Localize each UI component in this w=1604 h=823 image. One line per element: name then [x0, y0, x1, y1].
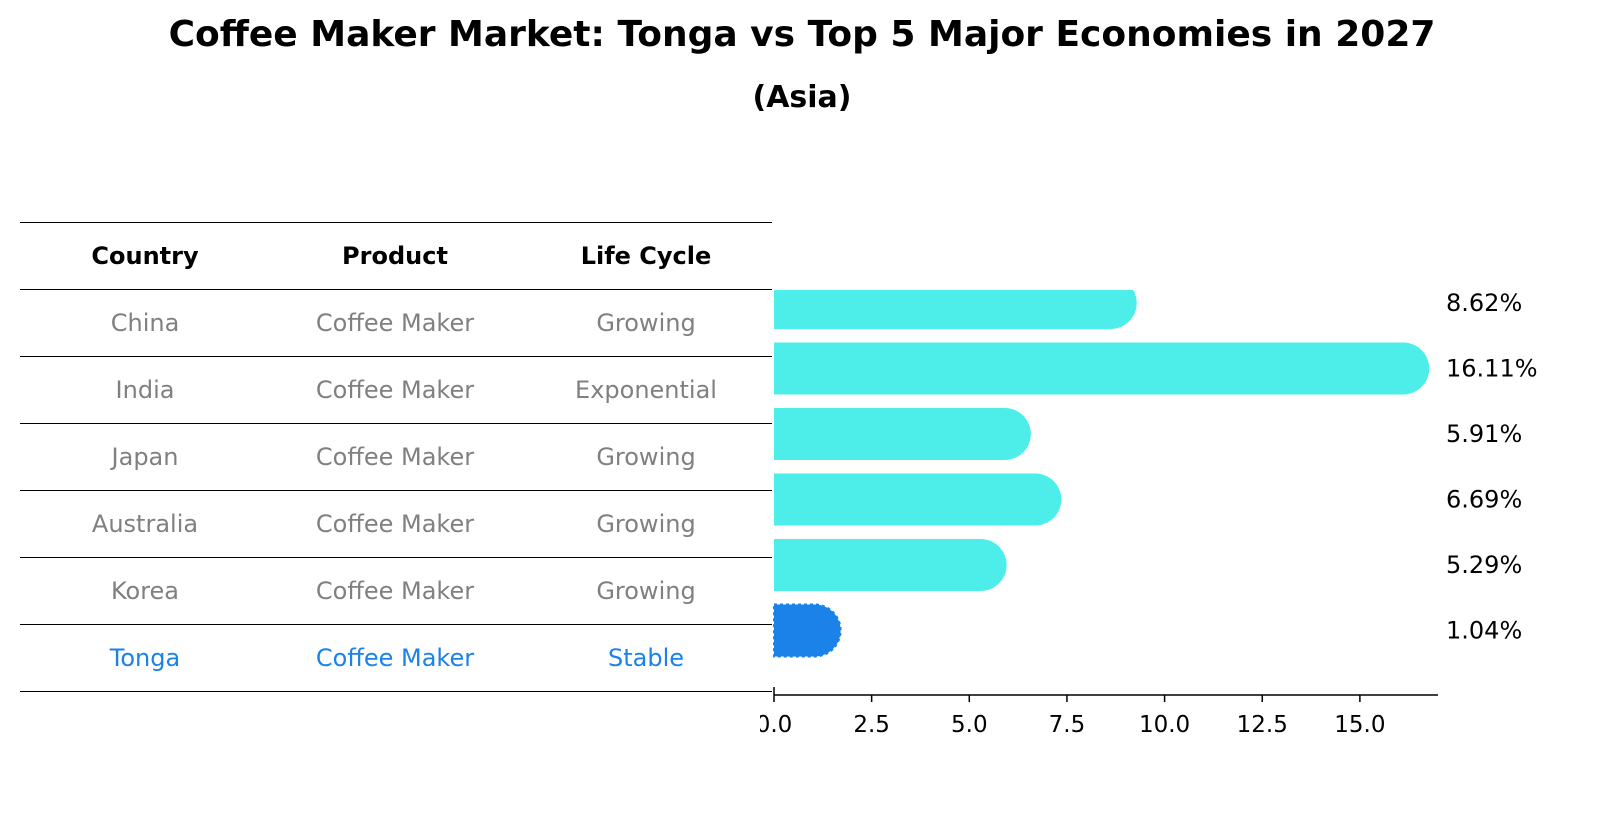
table-row: China Coffee Maker Growing	[20, 289, 772, 356]
data-label: 5.29%	[1446, 551, 1522, 579]
data-table: Country Product Life Cycle China Coffee …	[20, 222, 772, 692]
table-row: India Coffee Maker Exponential	[20, 356, 772, 423]
header-product: Product	[342, 242, 448, 270]
bar-tonga	[773, 603, 842, 658]
life-cycle-cell: Growing	[596, 443, 696, 471]
x-tick-label: 7.5	[1049, 712, 1086, 738]
header-life-cycle: Life Cycle	[580, 242, 712, 270]
country-cell: China	[110, 309, 180, 337]
life-cycle-cell: Exponential	[575, 376, 717, 404]
life-cycle-cell: Growing	[596, 510, 696, 538]
bar-japan	[774, 408, 1031, 460]
table-row-highlight: Tonga Coffee Maker Stable	[20, 624, 772, 692]
life-cycle-cell: Growing	[596, 577, 696, 605]
x-tick-label: 12.5	[1237, 712, 1288, 738]
chart-subtitle: (Asia)	[752, 80, 852, 115]
country-cell: Japan	[111, 443, 179, 471]
product-cell: Coffee Maker	[315, 309, 475, 337]
product-cell: Coffee Maker	[315, 577, 475, 605]
country-cell: Korea	[110, 577, 180, 605]
product-cell: Coffee Maker	[315, 376, 475, 404]
data-label: 5.91%	[1446, 420, 1522, 448]
table-row: Korea Coffee Maker Growing	[20, 557, 772, 624]
product-cell: Coffee Maker	[315, 644, 475, 672]
country-cell: Australia	[91, 510, 199, 538]
bar-china	[774, 290, 1137, 329]
life-cycle-cell: Growing	[596, 309, 696, 337]
product-cell: Coffee Maker	[315, 443, 475, 471]
x-tick-label: 2.5	[853, 712, 890, 738]
data-label: 6.69%	[1446, 486, 1522, 514]
bar-korea	[774, 539, 1007, 591]
country-cell: India	[115, 376, 175, 404]
data-label: 16.11%	[1446, 355, 1538, 383]
life-cycle-cell: Stable	[607, 644, 685, 672]
table-header-row: Country Product Life Cycle	[20, 222, 772, 289]
chart-title: Coffee Maker Market: Tonga vs Top 5 Majo…	[168, 14, 1436, 55]
header-country: Country	[91, 242, 199, 270]
x-tick-label: 0.0	[760, 712, 792, 738]
bar-india	[774, 342, 1430, 395]
table-row: Australia Coffee Maker Growing	[20, 490, 772, 557]
country-cell: Tonga	[109, 644, 181, 672]
bar-chart: 8.62% 16.11% 5.91% 6.69% 5.29% 1.04% 0.0 2.5 5.0…	[760, 290, 1538, 738]
product-cell: Coffee Maker	[315, 510, 475, 538]
x-tick-label: 10.0	[1139, 712, 1190, 738]
table-row: Japan Coffee Maker Growing	[20, 423, 772, 490]
x-tick-label: 5.0	[951, 712, 988, 738]
bar-australia	[774, 473, 1062, 526]
data-label: 8.62%	[1446, 290, 1522, 317]
x-tick-label: 15.0	[1334, 712, 1385, 738]
data-label: 1.04%	[1446, 617, 1522, 645]
